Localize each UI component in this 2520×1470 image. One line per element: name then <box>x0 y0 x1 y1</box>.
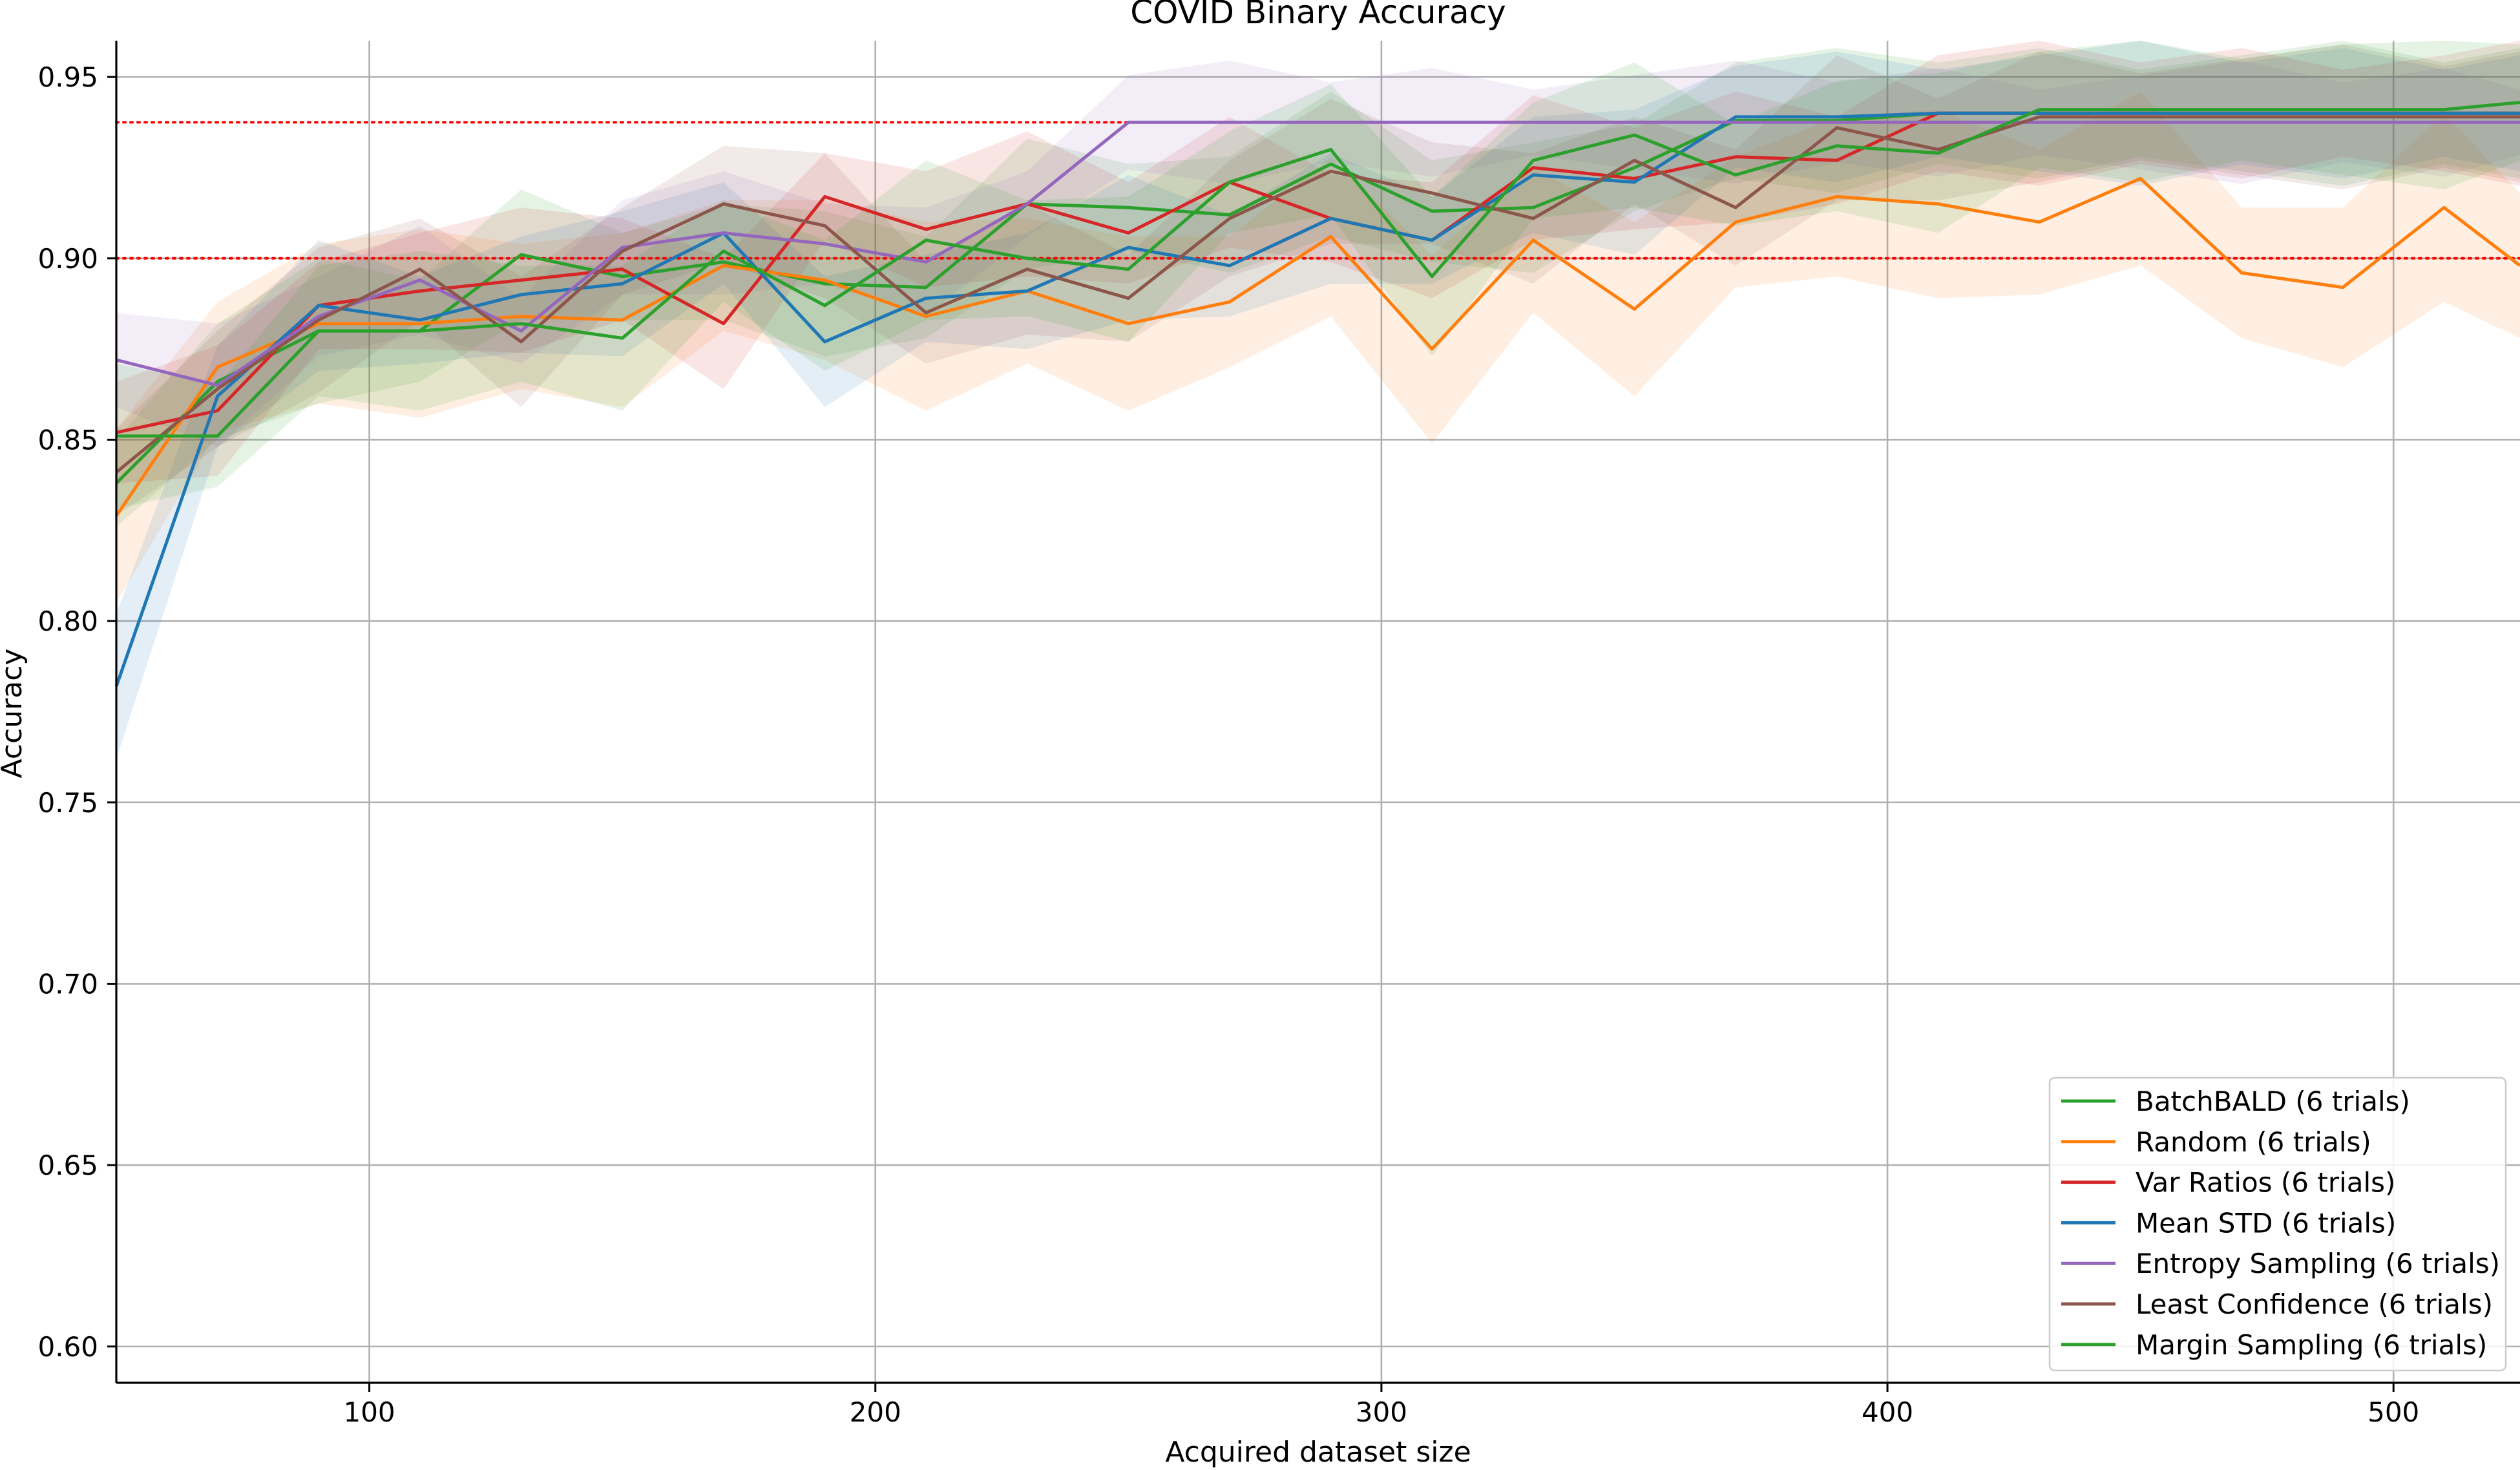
y-tick-label: 0.70 <box>37 969 98 1000</box>
y-tick-label: 0.75 <box>37 787 98 819</box>
x-axis-label: Acquired dataset size <box>1165 1436 1471 1467</box>
x-tick-label: 100 <box>343 1396 395 1428</box>
y-tick-label: 0.80 <box>37 605 98 637</box>
confidence-band <box>116 41 2520 759</box>
series-line <box>114 111 2520 688</box>
series-line <box>115 115 2520 474</box>
y-tick-label: 0.90 <box>37 243 98 275</box>
legend-label: BatchBALD (6 trials) <box>2136 1086 2410 1117</box>
legend-label: Var Ratios (6 trials) <box>2136 1167 2395 1199</box>
legend-label: Margin Sampling (6 trials) <box>2136 1329 2487 1361</box>
series-line <box>114 176 2520 517</box>
legend-label: Entropy Sampling (6 trials) <box>2136 1248 2500 1279</box>
legend: BatchBALD (6 trials) Random (6 trials) Var… <box>2048 1076 2507 1372</box>
x-tick-label: 400 <box>1862 1396 1913 1428</box>
legend-box <box>2048 1076 2507 1372</box>
legend-label: Least Confidence (6 trials) <box>2136 1288 2493 1320</box>
series-line <box>116 120 2520 387</box>
legend-label: Random (6 trials) <box>2136 1126 2371 1158</box>
confidence-band <box>116 44 2520 516</box>
y-tick-label: 0.85 <box>37 424 98 456</box>
confidence-bands <box>116 41 2520 759</box>
tick-labels: 100 200 300 400 500 0.60 0.65 0.70 0.75 0.80 0.85 0… <box>37 61 2419 1428</box>
legend-label: Mean STD (6 trials) <box>2136 1207 2396 1239</box>
confidence-band <box>116 91 2520 604</box>
confidence-band <box>116 41 2520 509</box>
x-tick-label: 200 <box>850 1396 901 1428</box>
confidence-band <box>116 60 2520 447</box>
y-tick-label: 0.60 <box>37 1331 98 1363</box>
chart-title: COVID Binary Accuracy <box>1130 0 1506 31</box>
y-tick-label: 0.65 <box>37 1150 98 1181</box>
y-axis-label: Accuracy <box>0 649 28 779</box>
confidence-band <box>116 41 2520 527</box>
x-tick-label: 300 <box>1356 1396 1407 1428</box>
series-lines <box>114 100 2520 688</box>
axes <box>107 41 2520 1392</box>
series-line <box>116 100 2520 438</box>
x-tick-label: 500 <box>2368 1396 2419 1428</box>
y-tick-label: 0.95 <box>37 61 98 93</box>
